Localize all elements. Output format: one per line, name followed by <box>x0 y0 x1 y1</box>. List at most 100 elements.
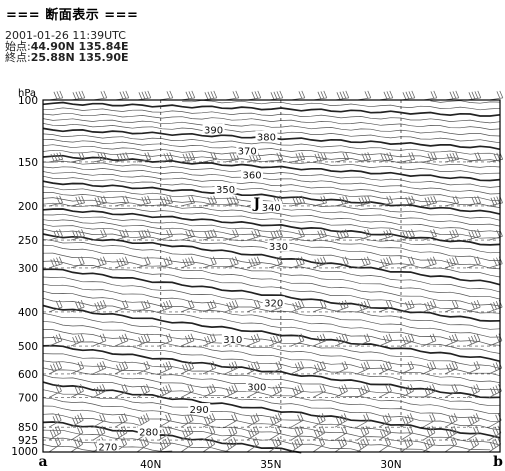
wind-barb <box>466 256 481 269</box>
contour-line <box>42 139 501 162</box>
wind-barb <box>444 152 460 163</box>
wind-barb <box>268 383 282 398</box>
wind-barb <box>70 299 85 313</box>
wind-barb <box>246 413 260 428</box>
wind-barb <box>180 152 196 163</box>
wind-barb <box>268 425 282 441</box>
wind-barb <box>378 256 393 269</box>
wind-barb <box>268 333 283 347</box>
wind-barb <box>158 299 173 313</box>
wind-barb <box>202 195 217 207</box>
y-tick-label: 600 <box>18 369 38 381</box>
contour-label: 320 <box>264 298 283 309</box>
wind-barb <box>180 413 194 428</box>
contour-line <box>42 397 491 451</box>
wind-barb <box>290 437 303 453</box>
wind-barb <box>312 195 327 207</box>
wind-barb <box>444 299 459 313</box>
contour-line <box>42 202 501 239</box>
wind-barb <box>312 360 327 375</box>
wind-barb <box>246 152 262 163</box>
y-tick-label: 200 <box>18 201 38 213</box>
endpoint-label-b: b <box>493 454 503 470</box>
wind-barb <box>334 195 349 207</box>
wind-barb <box>268 360 283 375</box>
wind-barb <box>400 256 415 269</box>
wind-barb <box>400 299 415 313</box>
wind-barb <box>466 229 481 241</box>
wind-barb <box>400 360 415 375</box>
contour-line <box>42 113 501 130</box>
contour-line <box>42 175 501 208</box>
y-tick-label: 250 <box>18 235 38 247</box>
contour-line <box>42 260 501 314</box>
y-tick-label: 400 <box>18 307 38 319</box>
wind-barb <box>290 256 305 269</box>
wind-barb <box>334 299 349 313</box>
wind-barb <box>70 256 85 269</box>
wind-barb <box>488 195 503 207</box>
contour-label: 370 <box>238 146 257 157</box>
wind-barb <box>136 195 151 207</box>
contour-label-bg <box>255 130 278 142</box>
wind-barb <box>400 229 415 241</box>
wind-barb <box>400 437 413 453</box>
wind-barb <box>466 195 481 207</box>
wind-barb <box>92 360 107 375</box>
wind-barb <box>158 383 172 398</box>
wind-barb <box>92 90 108 101</box>
contour-line-bold <box>42 180 501 215</box>
wind-barb <box>444 90 460 101</box>
y-tick-label: 500 <box>18 341 38 353</box>
wind-barb <box>444 333 459 347</box>
plot-frame <box>42 99 501 453</box>
wind-barb <box>422 413 436 428</box>
contour-line <box>42 360 501 415</box>
wind-barb <box>114 360 129 375</box>
wind-barb <box>224 90 240 101</box>
contour-label-bg <box>241 168 264 180</box>
wind-barb <box>290 333 305 347</box>
wind-barb <box>70 437 83 453</box>
wind-barb <box>444 437 457 453</box>
wind-barb <box>334 360 349 375</box>
contour-line <box>42 252 501 307</box>
wind-barb <box>70 383 84 398</box>
wind-barb <box>92 413 106 428</box>
contour-label: 330 <box>269 242 288 253</box>
wind-barb <box>114 152 130 163</box>
wind-barb <box>136 413 150 428</box>
wind-barb <box>422 360 437 375</box>
wind-barb <box>202 90 218 101</box>
contour-line <box>42 413 361 452</box>
wind-barb <box>180 299 195 313</box>
wind-barb <box>334 383 348 398</box>
wind-barb <box>180 425 194 441</box>
wind-barb <box>158 333 173 347</box>
wind-barb <box>334 229 349 241</box>
wind-barb <box>356 195 371 207</box>
wind-barb <box>70 413 84 428</box>
wind-barb <box>180 360 195 375</box>
contour-line <box>42 244 501 300</box>
wind-barb <box>136 229 151 241</box>
wind-barb <box>224 256 239 269</box>
wind-barb <box>290 195 305 207</box>
contour-label-bg <box>96 440 119 452</box>
wind-barb <box>136 152 152 163</box>
wind-barb <box>114 299 129 313</box>
wind-barb <box>290 229 305 241</box>
contour-label-bg <box>221 332 244 344</box>
wind-barb <box>158 360 173 375</box>
wind-barb <box>136 360 151 375</box>
wind-barb <box>136 383 150 398</box>
bold-contours <box>42 101 501 454</box>
wind-barb <box>378 437 391 453</box>
wind-barb <box>136 437 149 453</box>
wind-barb <box>202 360 217 375</box>
wind-barb <box>70 360 85 375</box>
contour-line <box>42 213 501 254</box>
contour-line <box>42 166 501 195</box>
wind-barb <box>48 229 63 241</box>
wind-barb <box>312 437 325 453</box>
